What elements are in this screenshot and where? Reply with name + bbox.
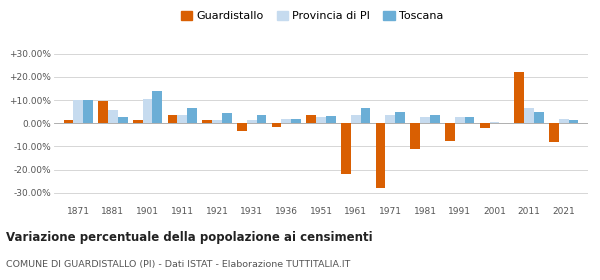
Bar: [152, 91, 162, 123]
Bar: [480, 123, 490, 128]
Bar: [569, 120, 578, 123]
Bar: [559, 118, 569, 123]
Bar: [108, 110, 118, 123]
Bar: [420, 117, 430, 123]
Bar: [549, 123, 559, 142]
Bar: [83, 100, 93, 123]
Bar: [247, 120, 257, 123]
Text: COMUNE DI GUARDISTALLO (PI) - Dati ISTAT - Elaborazione TUTTITALIA.IT: COMUNE DI GUARDISTALLO (PI) - Dati ISTAT…: [6, 260, 350, 269]
Bar: [316, 117, 326, 123]
Bar: [257, 115, 266, 123]
Bar: [212, 120, 222, 123]
Bar: [524, 108, 534, 123]
Bar: [64, 120, 73, 123]
Bar: [326, 116, 335, 123]
Bar: [385, 115, 395, 123]
Bar: [73, 100, 83, 123]
Bar: [281, 118, 291, 123]
Bar: [351, 115, 361, 123]
Bar: [307, 115, 316, 123]
Bar: [395, 112, 405, 123]
Bar: [514, 72, 524, 123]
Bar: [118, 117, 128, 123]
Bar: [361, 108, 370, 123]
Bar: [430, 115, 440, 123]
Bar: [272, 123, 281, 127]
Bar: [410, 123, 420, 149]
Bar: [445, 123, 455, 141]
Bar: [143, 99, 152, 123]
Text: Variazione percentuale della popolazione ai censimenti: Variazione percentuale della popolazione…: [6, 231, 373, 244]
Bar: [490, 122, 499, 123]
Bar: [178, 115, 187, 123]
Bar: [133, 120, 143, 123]
Bar: [455, 117, 464, 123]
Bar: [202, 120, 212, 123]
Legend: Guardistallo, Provincia di PI, Toscana: Guardistallo, Provincia di PI, Toscana: [178, 8, 446, 23]
Bar: [464, 117, 474, 123]
Bar: [187, 108, 197, 123]
Bar: [168, 115, 178, 123]
Bar: [222, 113, 232, 123]
Bar: [534, 112, 544, 123]
Bar: [98, 101, 108, 123]
Bar: [341, 123, 351, 174]
Bar: [237, 123, 247, 131]
Bar: [376, 123, 385, 188]
Bar: [291, 118, 301, 123]
